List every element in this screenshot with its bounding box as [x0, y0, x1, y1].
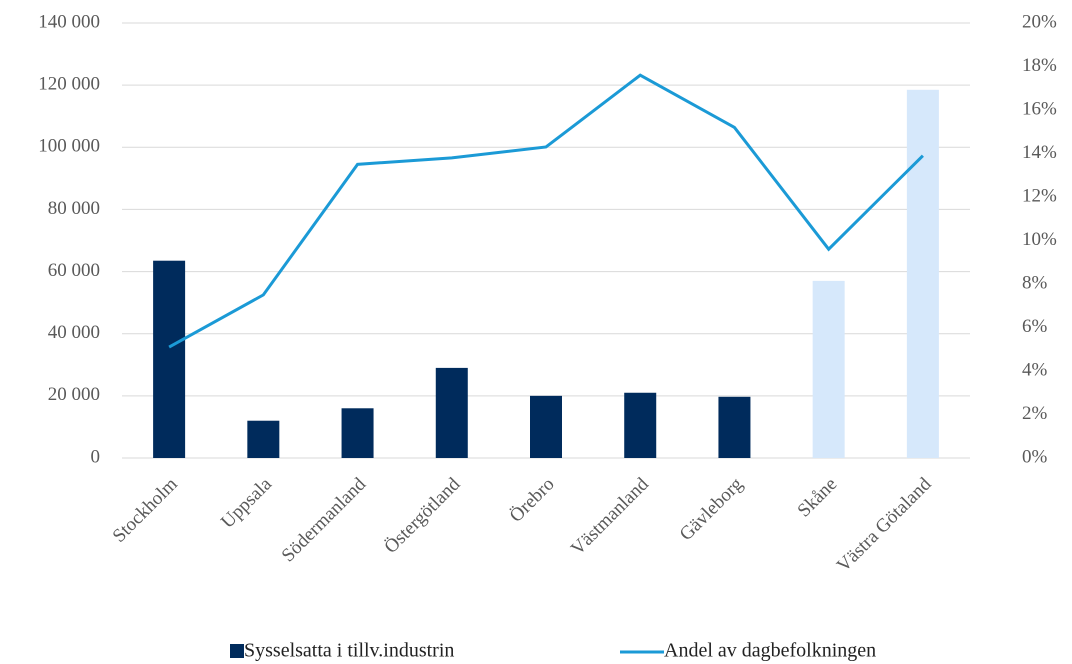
x-tick-label: Gävleborg: [676, 473, 748, 545]
y-tick-label: 80 000: [48, 198, 100, 219]
y2-tick-label: 12%: [1022, 185, 1057, 206]
y-tick-label: 60 000: [48, 260, 100, 281]
y-tick-label: 40 000: [48, 322, 100, 343]
y-tick-label: 100 000: [38, 136, 100, 157]
bar: [530, 395, 562, 458]
bar: [435, 367, 468, 458]
y2-tick-label: 8%: [1022, 272, 1048, 293]
x-tick-label: Uppsala: [217, 473, 276, 532]
x-tick-label: Östergötland: [380, 473, 464, 557]
x-tick-label: Stockholm: [109, 474, 182, 547]
line: [168, 73, 924, 349]
y2-tick-label: 10%: [1022, 229, 1057, 250]
y-tick-label: 140 000: [38, 11, 100, 32]
y-tick-label: 120 000: [38, 74, 100, 95]
y2-tick-label: 4%: [1022, 359, 1048, 380]
bar: [812, 280, 845, 458]
legend-swatch: [230, 644, 244, 658]
bar: [247, 420, 280, 458]
x-tick-label: Västra Götaland: [833, 473, 936, 576]
y2-tick-label: 6%: [1022, 316, 1048, 337]
y-tick-label: 20 000: [48, 384, 100, 405]
legend-label: Andel av dagbefolkningen: [664, 640, 876, 662]
x-tick-label: Skåne: [794, 474, 842, 522]
bar: [906, 89, 939, 458]
bar: [624, 392, 657, 458]
x-tick-label: Södermanland: [278, 473, 371, 566]
x-tick-label: Örebro: [506, 474, 559, 527]
bar: [153, 260, 186, 458]
y2-tick-label: 14%: [1022, 142, 1057, 163]
y2-tick-label: 0%: [1022, 446, 1048, 467]
y-tick-label: 0: [91, 446, 101, 467]
y2-tick-label: 16%: [1022, 98, 1057, 119]
bar: [718, 396, 751, 458]
y2-tick-label: 18%: [1022, 55, 1057, 76]
y2-tick-label: 2%: [1022, 403, 1048, 424]
bar: [341, 408, 374, 458]
legend-label: Sysselsatta i tillv.industrin: [244, 640, 454, 662]
y2-tick-label: 20%: [1022, 11, 1057, 32]
x-tick-label: Västmanland: [567, 473, 653, 559]
